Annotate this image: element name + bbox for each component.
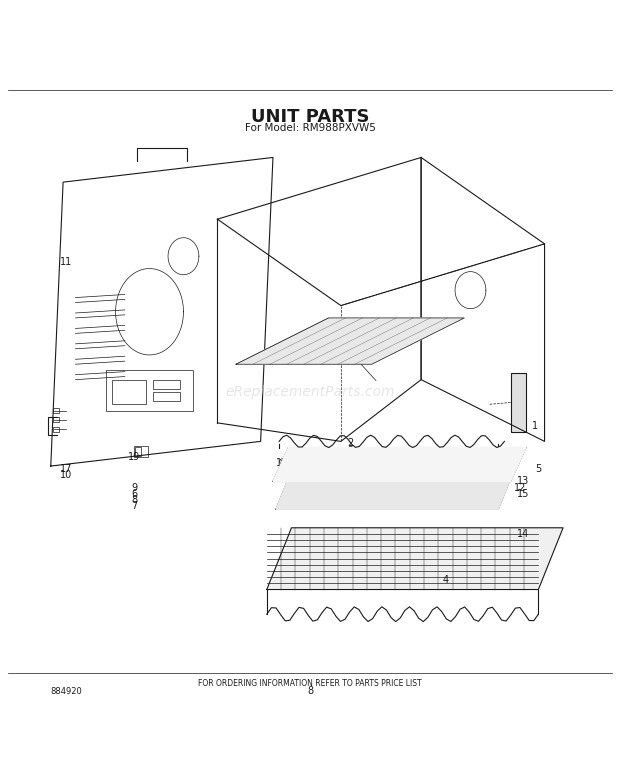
Polygon shape	[236, 318, 464, 365]
Polygon shape	[276, 463, 516, 510]
Bar	[53, 408, 59, 413]
Text: 5: 5	[535, 464, 541, 474]
Bar	[106, 370, 193, 411]
Text: 8: 8	[307, 686, 313, 696]
Text: 12: 12	[513, 483, 526, 492]
Text: 7: 7	[131, 501, 137, 511]
Bar	[153, 379, 180, 389]
Bar	[53, 426, 59, 431]
Text: 13: 13	[517, 477, 529, 487]
Text: UNIT PARTS: UNIT PARTS	[250, 108, 370, 126]
Bar	[134, 445, 148, 457]
Text: 3: 3	[347, 445, 353, 456]
Polygon shape	[273, 448, 526, 481]
Bar	[153, 392, 180, 401]
Text: For Model: RM988PXVW5: For Model: RM988PXVW5	[244, 123, 376, 132]
Text: FOR ORDERING INFORMATION REFER TO PARTS PRICE LIST: FOR ORDERING INFORMATION REFER TO PARTS …	[198, 679, 422, 688]
Text: 2: 2	[347, 437, 353, 448]
Text: 6: 6	[131, 489, 137, 499]
Text: 11: 11	[60, 257, 73, 267]
Bar	[135, 447, 141, 456]
Text: 9: 9	[131, 483, 137, 492]
Polygon shape	[267, 528, 563, 590]
Text: 4: 4	[443, 575, 449, 585]
Text: 1: 1	[532, 421, 538, 431]
Bar	[53, 417, 59, 423]
Bar	[112, 379, 146, 405]
Text: 14: 14	[517, 529, 529, 539]
Text: 19: 19	[128, 452, 140, 462]
Text: 884920: 884920	[51, 687, 82, 696]
Text: 8: 8	[131, 495, 137, 505]
Text: 17: 17	[60, 464, 73, 474]
Bar	[511, 373, 526, 432]
Text: 10: 10	[60, 470, 73, 481]
Text: 16: 16	[276, 458, 288, 468]
Text: eReplacementParts.com: eReplacementParts.com	[225, 385, 395, 399]
Text: 15: 15	[516, 489, 529, 499]
